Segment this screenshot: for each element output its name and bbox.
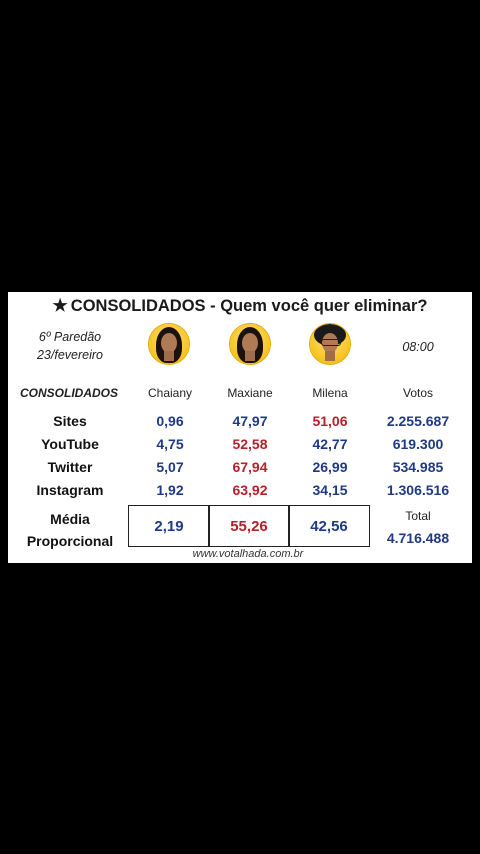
table-cell: 47,97	[232, 413, 268, 429]
star-icon: ★	[52, 296, 68, 315]
table-cell: 42,77	[312, 436, 348, 452]
date-label: 23/fevereiro	[36, 348, 103, 362]
candidate-name: Maxiane	[227, 386, 273, 400]
media-label: Média Proporcional	[22, 508, 118, 552]
time-label: 08:00	[402, 340, 434, 354]
votos-header: Votos	[402, 386, 434, 400]
page-title: ★ CONSOLIDADOS - Quem você quer eliminar?	[8, 296, 472, 316]
source-link[interactable]: www.votalhada.com.br	[192, 548, 304, 560]
table-cell: 5,07	[156, 459, 184, 475]
row-label: Twitter	[47, 459, 93, 475]
media-box: 2,19	[128, 505, 210, 547]
avatar-milena	[310, 324, 350, 364]
votos-cell: 2.255.687	[386, 413, 450, 429]
table-cell: 67,94	[232, 459, 268, 475]
media-box: 55,26	[208, 505, 290, 547]
table-cell: 34,15	[312, 482, 348, 498]
candidate-name: Milena	[312, 386, 348, 400]
table-cell: 63,92	[232, 482, 268, 498]
row-label: Sites	[53, 413, 87, 429]
results-card: ★ CONSOLIDADOS - Quem você quer eliminar?…	[8, 292, 472, 563]
total-value: 4.716.488	[386, 530, 450, 546]
row-label: Instagram	[36, 482, 104, 498]
media-label-line1: Média	[50, 511, 90, 527]
table-cell: 0,96	[156, 413, 184, 429]
row-label: YouTube	[41, 436, 99, 452]
votos-cell: 619.300	[392, 436, 444, 452]
table-cell: 1,92	[156, 482, 184, 498]
table-cell: 51,06	[312, 413, 348, 429]
table-cell: 26,99	[312, 459, 348, 475]
votos-cell: 534.985	[392, 459, 444, 475]
title-text: CONSOLIDADOS - Quem você quer eliminar?	[70, 297, 428, 315]
table-cell: 52,58	[232, 436, 268, 452]
candidate-name: Chaiany	[147, 386, 193, 400]
consolidados-header: CONSOLIDADOS	[19, 386, 118, 400]
votos-cell: 1.306.516	[386, 482, 450, 498]
paredao-label: 6º Paredão	[38, 330, 102, 344]
avatar-chaiany	[149, 324, 189, 364]
total-label: Total	[405, 509, 431, 523]
table-cell: 4,75	[156, 436, 184, 452]
media-label-line2: Proporcional	[26, 533, 114, 549]
avatar-maxiane	[230, 324, 270, 364]
media-box: 42,56	[288, 505, 370, 547]
